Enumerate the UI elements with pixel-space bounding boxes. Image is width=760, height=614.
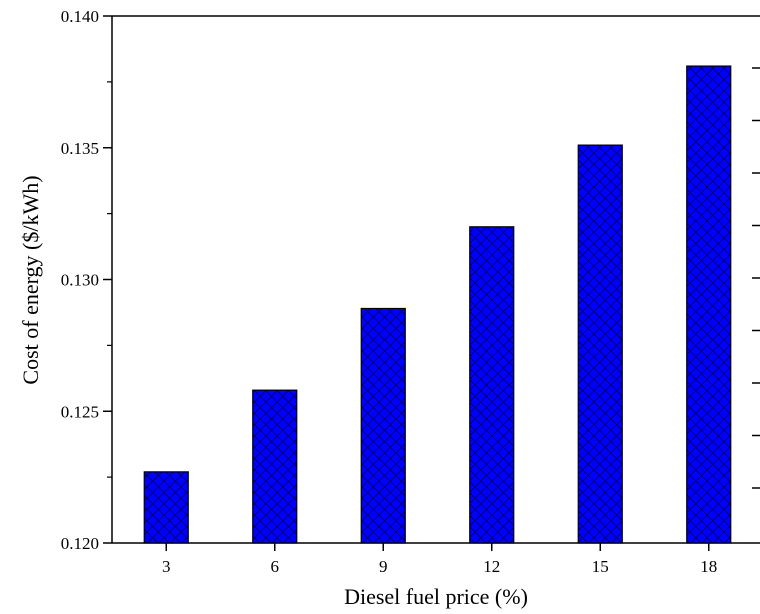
bar-3 [143, 471, 189, 544]
x-tick-label: 12 [483, 557, 500, 576]
x-tick-label: 3 [162, 557, 171, 576]
right-axis-ticks [752, 67, 760, 489]
y-tick-label: 0.135 [61, 139, 99, 158]
bar-15 [577, 144, 623, 544]
y-tick-label: 0.125 [61, 402, 99, 421]
x-axis: 3 6 9 12 15 18 [162, 543, 717, 576]
bar-12 [469, 226, 515, 544]
x-tick-label: 15 [592, 557, 609, 576]
y-axis-title: Cost of energy ($/kWh) [18, 175, 43, 384]
x-tick-label: 9 [379, 557, 388, 576]
x-tick-label: 18 [700, 557, 717, 576]
bar-9 [360, 307, 406, 544]
y-tick-label: 0.140 [61, 7, 99, 26]
y-axis: 0.120 0.125 0.130 0.135 0.140 [61, 7, 112, 553]
bars-group [143, 65, 732, 544]
plot-frame [111, 15, 760, 544]
bar-18 [686, 65, 732, 544]
x-tick-label: 6 [271, 557, 280, 576]
y-tick-label: 0.130 [61, 271, 99, 290]
bar-6 [252, 389, 298, 544]
y-tick-label: 0.120 [61, 534, 99, 553]
x-axis-title: Diesel fuel price (%) [344, 584, 528, 609]
